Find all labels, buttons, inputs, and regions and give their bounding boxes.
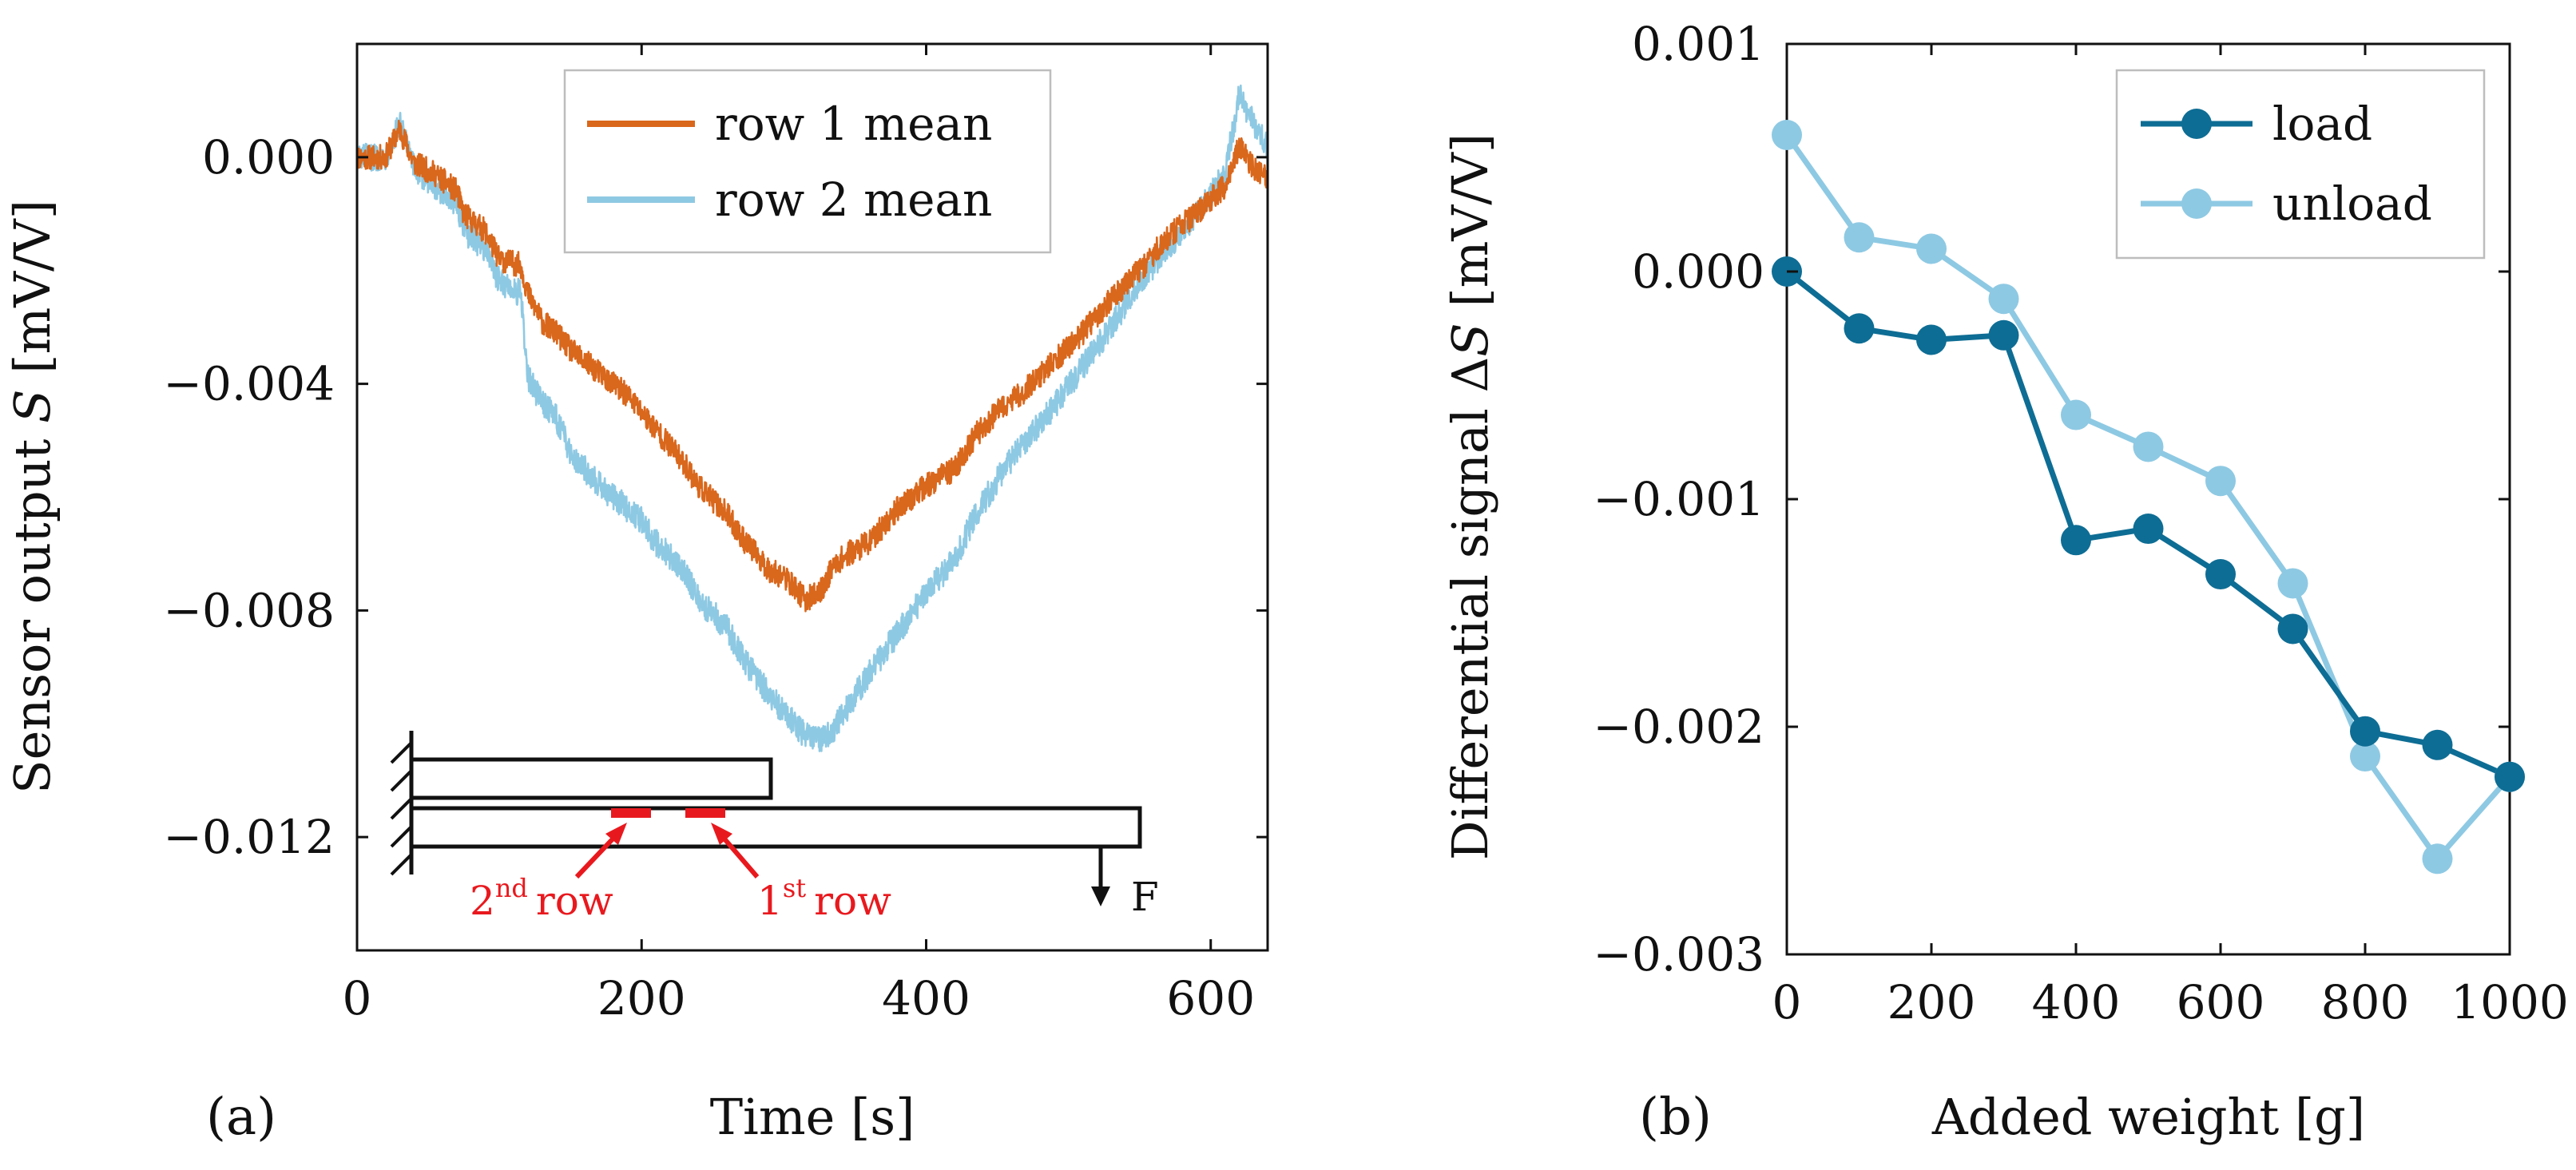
inset-row1-arrowhead [711, 823, 732, 845]
data-point-unload [2061, 399, 2091, 430]
panel-b-x-tick-label: 0 [1772, 975, 1802, 1029]
panel-a-y-tick-label: −0.008 [163, 583, 335, 637]
panel-b-y-ticks: 0.001 0.000 −0.001 −0.002 −0.003 [1593, 17, 2510, 982]
inset-row1-label: 1st row [757, 873, 891, 924]
panel-b-y-tick-label: −0.003 [1593, 927, 1764, 982]
data-point-load [2205, 559, 2236, 590]
data-point-load [2422, 729, 2453, 760]
panel-a-x-ticks: 0 200 400 600 [343, 44, 1255, 1025]
panel-b-y-tick-label: 0.000 [1632, 244, 1764, 299]
data-point-load [2061, 525, 2091, 556]
panel-b-x-tick-label: 600 [2177, 975, 2265, 1029]
inset-upper-beam [409, 757, 773, 800]
data-point-unload [2350, 741, 2380, 772]
panel-b-x-tick-label: 800 [2321, 975, 2410, 1029]
panel-a: 0 200 400 600 0.000 −0.004 −0.008 −0.012 Time … [3, 42, 1269, 1147]
panel-b-x-tick-label: 400 [2032, 975, 2121, 1029]
panel-a-x-tick-label: 600 [1166, 971, 1255, 1025]
data-point-unload [2205, 466, 2236, 497]
panel-a-legend-box [563, 69, 1052, 254]
series-line-row-1-mean [355, 119, 1269, 613]
panel-b-x-axis-label: Added weight [g] [1931, 1088, 2365, 1146]
panel-a-axes-frame [355, 42, 1269, 952]
data-point-unload [1844, 222, 1875, 253]
panel-a-x-tick-label: 200 [597, 971, 686, 1025]
panel-a-x-tick-label: 400 [882, 971, 970, 1025]
panel-b-x-ticks: 0 200 400 600 800 1000 [1772, 44, 2569, 1029]
data-point-load [2133, 514, 2164, 545]
panel-a-y-tick-label: 0.000 [202, 130, 335, 184]
panel-b-legend-box [2115, 69, 2486, 260]
panel-b-series-layer [1772, 120, 2525, 875]
legend-marker-load [2181, 109, 2212, 139]
series-line-row-2-mean [355, 84, 1269, 752]
legend-label-unload: unload [2272, 176, 2432, 231]
data-point-load [1916, 324, 1947, 355]
data-point-unload [2422, 843, 2453, 875]
data-point-load [2495, 761, 2525, 792]
panel-b-x-tick-label: 1000 [2451, 975, 2569, 1029]
panel-b-y-tick-label: 0.001 [1632, 17, 1764, 71]
panel-a-y-tick-label: −0.012 [163, 810, 335, 864]
panel-b-y-axis-label: Differential signal ΔS [mV/V] [1441, 133, 1499, 860]
panel-a-label: (a) [206, 1088, 276, 1147]
legend-label-row-2-mean: row 2 mean [715, 173, 992, 227]
inset-force-label: F [1131, 874, 1159, 920]
data-point-unload [1916, 233, 1947, 264]
panel-b-y-tick-label: −0.001 [1593, 472, 1764, 526]
panel-b: 0 200 400 600 800 1000 0.001 0.000 −0.001 −0.002… [1441, 17, 2569, 1147]
panel-b-x-tick-label: 200 [1887, 975, 1976, 1029]
panel-a-legend: row 1 mean row 2 mean [563, 69, 1052, 254]
panel-a-y-tick-label: −0.004 [163, 357, 335, 411]
panel-a-y-axis-label: Sensor output S [mV/V] [3, 200, 62, 794]
data-point-unload [1988, 284, 2019, 315]
data-point-unload [2277, 568, 2308, 599]
panel-b-y-tick-label: −0.002 [1593, 700, 1764, 754]
panel-a-x-axis-label: Time [s] [710, 1088, 915, 1146]
data-point-unload [2133, 431, 2164, 462]
inset-wall-hatch [390, 741, 413, 876]
legend-label-row-1-mean: row 1 mean [715, 97, 992, 151]
legend-label-load: load [2272, 97, 2372, 151]
data-point-unload [1772, 120, 1802, 150]
inset-row2-arrowhead [605, 823, 627, 845]
panel-a-series-layer [355, 84, 1269, 752]
cantilever-inset: F 2nd row 1st row [390, 731, 1159, 924]
inset-row2-label: 2nd row [470, 873, 613, 924]
data-point-load [1844, 313, 1875, 344]
data-point-load [2277, 613, 2308, 644]
panel-b-label: (b) [1639, 1088, 1712, 1147]
panel-a-y-ticks: 0.000 −0.004 −0.008 −0.012 [163, 130, 1268, 864]
data-point-load [1988, 319, 2019, 351]
inset-force-arrowhead [1091, 886, 1110, 906]
panel-b-legend: load unload [2115, 69, 2486, 260]
panel-a-x-tick-label: 0 [343, 971, 372, 1025]
inset-lower-beam [409, 806, 1142, 849]
data-point-load [2350, 716, 2380, 747]
legend-marker-unload [2181, 188, 2212, 219]
